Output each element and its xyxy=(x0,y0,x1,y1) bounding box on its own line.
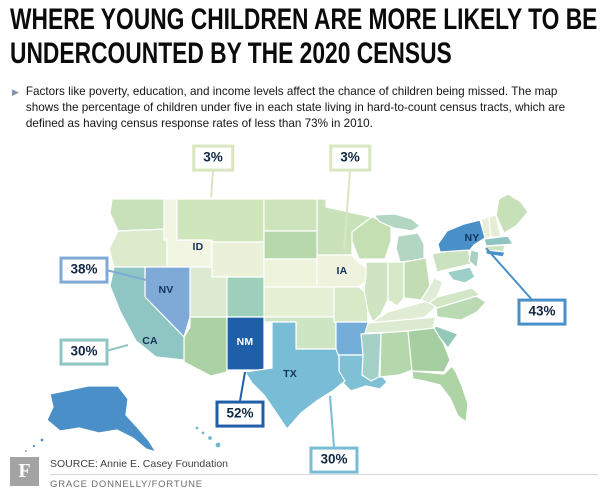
subtitle-text: Factors like poverty, education, and inc… xyxy=(25,85,566,130)
leader-line-CA xyxy=(105,344,129,352)
callout-CA: 30% xyxy=(59,338,109,366)
state-label-NY: NY xyxy=(464,232,480,244)
state-HI xyxy=(194,425,222,449)
source-credit: SOURCE: Annie E. Casey Foundation xyxy=(50,458,229,470)
state-SD xyxy=(263,230,320,260)
state-WY xyxy=(211,241,265,278)
state-WI xyxy=(351,216,392,260)
state-IN xyxy=(387,261,405,307)
leader-line-NM xyxy=(239,371,246,402)
state-NJ xyxy=(468,249,480,269)
callout-CA-value: 30% xyxy=(70,343,98,359)
footer: F SOURCE: Annie E. Casey Foundation GRAC… xyxy=(10,456,598,492)
callout-TX-value: 30% xyxy=(320,451,348,467)
state-MI-upper xyxy=(373,213,421,232)
callout-IA-value: 3% xyxy=(340,149,360,165)
state-MS xyxy=(360,332,382,382)
callout-NY: 43% xyxy=(517,298,567,326)
state-MO xyxy=(333,286,369,323)
callout-NM: 52% xyxy=(215,400,265,428)
fortune-logo: F xyxy=(10,457,39,486)
state-label-NM: NM xyxy=(236,336,254,348)
state-FL xyxy=(411,365,469,423)
footer-divider xyxy=(50,474,598,475)
state-OR xyxy=(108,228,168,268)
leader-line-ID xyxy=(210,170,214,198)
callout-TX: 30% xyxy=(309,446,359,474)
leader-line-IA xyxy=(343,170,351,251)
state-WA xyxy=(109,198,168,232)
state-ME xyxy=(495,193,529,234)
state-AZ xyxy=(183,316,228,377)
state-label-TX: TX xyxy=(283,368,297,380)
callout-IA: 3% xyxy=(329,144,371,172)
state-NY xyxy=(437,219,486,253)
state-label-ID: ID xyxy=(192,241,204,253)
title-line-2: UNDERCOUNTED BY THE 2020 CENSUS xyxy=(10,37,452,70)
state-TX xyxy=(244,321,346,430)
state-AL xyxy=(379,330,413,378)
state-VA xyxy=(425,287,481,309)
state-MT xyxy=(176,198,265,243)
state-MI xyxy=(395,232,425,263)
state-MA xyxy=(483,235,514,247)
state-label-NV: NV xyxy=(158,284,174,296)
leader-line-TX xyxy=(329,395,335,448)
callout-NV: 38% xyxy=(59,256,109,284)
title-line-1: WHERE YOUNG CHILDREN ARE MORE LIKELY TO … xyxy=(10,3,598,36)
state-SC xyxy=(433,325,459,349)
subtitle: ▶ Factors like poverty, education, and i… xyxy=(12,84,590,131)
state-MD-DE xyxy=(446,266,476,284)
callout-NV-value: 38% xyxy=(70,261,98,277)
state-KS xyxy=(263,286,335,318)
triangle-bullet-icon: ▶ xyxy=(12,87,19,97)
callout-ID: 3% xyxy=(192,144,234,172)
leader-line-NY xyxy=(485,247,535,303)
state-ND xyxy=(263,198,318,232)
callout-ID-value: 3% xyxy=(203,149,223,165)
state-label-CA: CA xyxy=(142,335,158,347)
state-AK xyxy=(46,385,157,453)
state-CA xyxy=(109,266,185,361)
author-credit: GRACE DONNELLY/FORTUNE xyxy=(50,479,203,490)
callout-NY-value: 43% xyxy=(528,303,556,319)
state-WV xyxy=(420,277,444,304)
alaska-aleutian-islands xyxy=(23,437,45,454)
page-title: WHERE YOUNG CHILDREN ARE MORE LIKELY TO … xyxy=(10,3,597,71)
state-label-IA: IA xyxy=(336,265,348,277)
state-NY-long-island xyxy=(485,249,506,258)
callout-NM-value: 52% xyxy=(226,405,254,421)
leader-line-NV xyxy=(105,269,151,282)
